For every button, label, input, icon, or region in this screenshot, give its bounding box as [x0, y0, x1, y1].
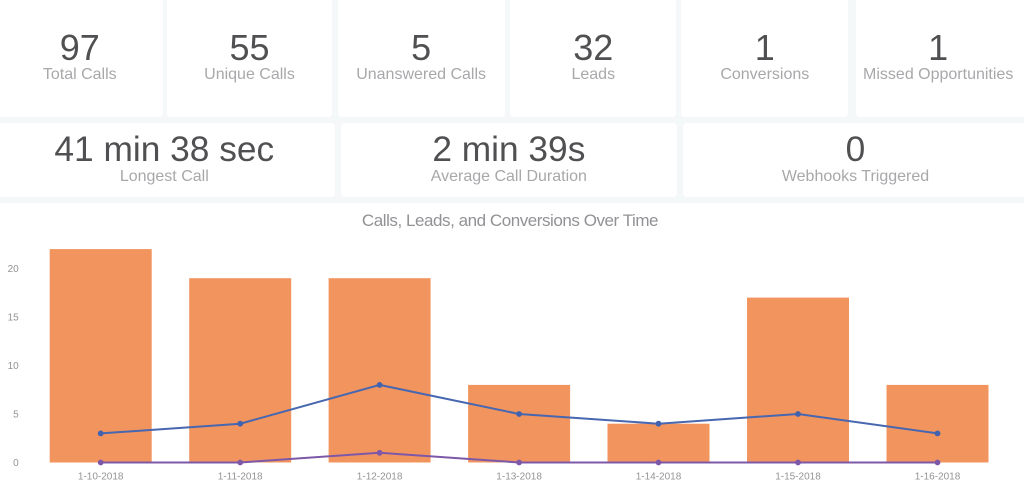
svg-text:1-16-2018: 1-16-2018: [915, 472, 961, 483]
svg-text:10: 10: [8, 361, 20, 372]
svg-text:20: 20: [8, 264, 20, 275]
svg-text:1-11-2018: 1-11-2018: [218, 472, 263, 483]
svg-text:1-15-2018: 1-15-2018: [775, 472, 821, 483]
svg-text:1-14-2018: 1-14-2018: [636, 472, 682, 483]
svg-text:1-12-2018: 1-12-2018: [357, 472, 403, 483]
svg-text:5: 5: [13, 410, 19, 421]
svg-text:1-10-2018: 1-10-2018: [78, 472, 124, 483]
svg-text:15: 15: [8, 313, 20, 324]
svg-text:0: 0: [13, 458, 19, 469]
svg-text:1-13-2018: 1-13-2018: [496, 472, 542, 483]
